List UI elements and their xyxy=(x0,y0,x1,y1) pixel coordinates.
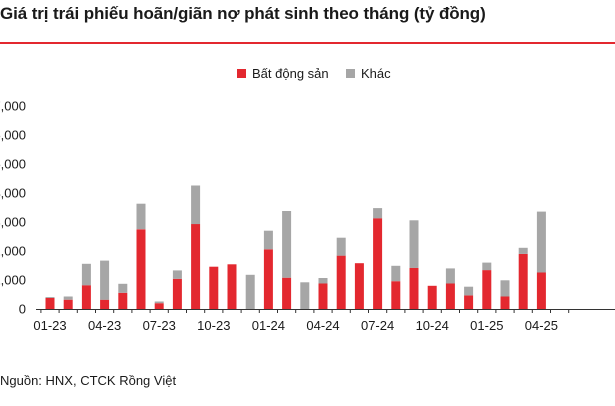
bar-other-05-23 xyxy=(118,283,128,293)
legend-item-other: Khác xyxy=(346,66,391,81)
x-tick-label: 07-24 xyxy=(361,318,394,333)
bar-other-02-24 xyxy=(282,211,292,278)
legend-item-real-estate: Bất động sản xyxy=(237,66,329,81)
bar-real-estate-02-24 xyxy=(282,277,292,309)
bar-other-02-25 xyxy=(500,280,510,297)
bar-other-09-23 xyxy=(191,185,201,225)
bar-other-03-23 xyxy=(81,263,91,286)
bar-other-11-24 xyxy=(445,268,455,284)
bar-other-03-24 xyxy=(300,282,310,309)
legend-label-real-estate: Bất động sản xyxy=(252,66,329,81)
bar-real-estate-03-23 xyxy=(81,285,91,309)
bar-real-estate-10-23 xyxy=(209,266,219,309)
legend-swatch-other xyxy=(346,69,355,78)
bar-real-estate-09-24 xyxy=(409,267,419,309)
source-note: Nguồn: HNX, CTCK Rồng Việt xyxy=(0,373,177,388)
bar-real-estate-01-23 xyxy=(45,298,55,309)
bar-real-estate-02-25 xyxy=(500,296,510,309)
bar-other-06-23 xyxy=(136,203,146,230)
bar-real-estate-03-25 xyxy=(518,253,528,309)
bar-real-estate-04-24 xyxy=(318,283,328,309)
bar-other-01-24 xyxy=(263,230,273,250)
bar-real-estate-07-24 xyxy=(373,218,383,309)
bar-real-estate-02-23 xyxy=(63,299,73,309)
x-tick-label: 10-23 xyxy=(197,318,230,333)
bar-other-04-23 xyxy=(100,260,110,300)
bar-real-estate-05-23 xyxy=(118,292,128,309)
bar-other-04-24 xyxy=(318,278,328,284)
bar-real-estate-01-25 xyxy=(482,270,492,309)
x-tick-label: 10-24 xyxy=(416,318,449,333)
bar-real-estate-10-24 xyxy=(427,285,437,309)
bar-real-estate-06-23 xyxy=(136,229,146,310)
x-tick-label: 07-23 xyxy=(143,318,176,333)
y-tick-label: 2,000 xyxy=(0,244,26,259)
bar-real-estate-08-24 xyxy=(391,281,401,309)
bar-other-02-23 xyxy=(63,296,73,300)
bar-other-08-24 xyxy=(391,265,401,282)
y-axis-ticks: 0 1,000 2,000 3,000 4,000 5,000 6,000 7,000 xyxy=(0,99,26,317)
chart-title: Giá trị trái phiếu hoãn/giãn nợ phát sin… xyxy=(0,4,486,23)
bar-other-08-23 xyxy=(172,270,182,279)
y-tick-label: 1,000 xyxy=(0,273,26,288)
x-tick-label: 01-24 xyxy=(252,318,285,333)
bar-series xyxy=(45,185,546,310)
chart-legend: Bất động sản Khác xyxy=(0,66,615,84)
y-tick-label: 7,000 xyxy=(0,99,26,114)
bar-real-estate-11-23 xyxy=(227,264,237,309)
y-tick-label: 4,000 xyxy=(0,186,26,201)
y-tick-label: 0 xyxy=(19,302,26,317)
x-tick-label: 01-25 xyxy=(470,318,503,333)
bar-other-07-23 xyxy=(154,301,164,304)
y-tick-label: 6,000 xyxy=(0,128,26,143)
bar-other-05-24 xyxy=(336,237,346,256)
bar-other-09-24 xyxy=(409,220,419,268)
bar-real-estate-11-24 xyxy=(445,283,455,309)
legend-label-other: Khác xyxy=(361,66,391,81)
bar-real-estate-06-24 xyxy=(354,263,364,309)
bar-real-estate-12-24 xyxy=(464,295,474,309)
bar-other-04-25 xyxy=(536,211,546,273)
bar-real-estate-07-23 xyxy=(154,303,164,309)
y-tick-label: 5,000 xyxy=(0,157,26,172)
stacked-bar-chart: 0 1,000 2,000 3,000 4,000 5,000 6,000 7,000 01-… xyxy=(0,99,615,333)
title-underline xyxy=(0,42,615,44)
bar-other-01-23 xyxy=(45,297,55,298)
bar-other-07-24 xyxy=(373,208,383,219)
bar-real-estate-04-25 xyxy=(536,272,546,309)
x-tick-label: 04-25 xyxy=(525,318,558,333)
bar-real-estate-01-24 xyxy=(263,249,273,309)
x-axis-ticks: 01-23 04-23 07-23 10-23 01-24 04-24 07-24 10-24… xyxy=(33,309,570,333)
x-tick-label: 04-23 xyxy=(88,318,121,333)
y-tick-label: 3,000 xyxy=(0,215,26,230)
bar-real-estate-04-23 xyxy=(100,299,110,309)
legend-swatch-real-estate xyxy=(237,69,246,78)
x-tick-label: 01-23 xyxy=(33,318,66,333)
bar-other-12-23 xyxy=(245,274,255,309)
bar-real-estate-08-23 xyxy=(172,278,182,309)
bar-real-estate-09-23 xyxy=(191,224,201,309)
x-tick-label: 04-24 xyxy=(306,318,339,333)
bar-other-03-25 xyxy=(518,247,528,254)
bar-other-01-25 xyxy=(482,262,492,271)
bar-real-estate-05-24 xyxy=(336,255,346,309)
bar-other-12-24 xyxy=(464,286,474,296)
